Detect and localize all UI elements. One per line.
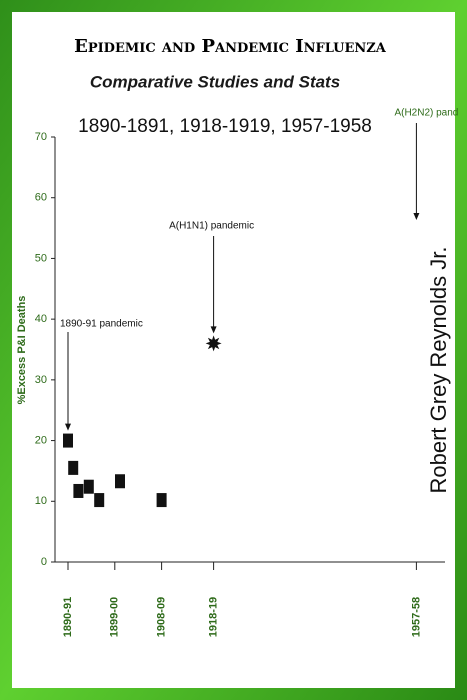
annotation-arrow-head bbox=[65, 423, 71, 431]
period: 1890-1891, 1918-1919, 1957-1958 bbox=[78, 116, 372, 137]
annotation: A(H1N1) pandemic bbox=[169, 221, 254, 232]
subtitle: Comparative Studies and Stats bbox=[90, 72, 340, 91]
annotation-arrow-head bbox=[210, 326, 217, 334]
annotation: 1890-91 pandemic bbox=[60, 319, 143, 330]
y-tick-label: 70 bbox=[35, 131, 47, 143]
y-tick-label: 30 bbox=[35, 374, 47, 386]
data-point bbox=[63, 433, 73, 448]
y-tick-label: 60 bbox=[35, 192, 47, 204]
data-point bbox=[115, 474, 125, 489]
data-point bbox=[68, 460, 79, 475]
x-tick-label: 1899-00 bbox=[109, 597, 121, 637]
y-tick-label: 10 bbox=[35, 495, 47, 507]
x-tick-label: 1957-58 bbox=[410, 597, 422, 637]
x-tick-label: 1890-91 bbox=[62, 597, 74, 637]
data-point bbox=[156, 493, 167, 508]
data-point bbox=[205, 335, 222, 352]
y-tick-label: 0 bbox=[41, 556, 47, 568]
data-point bbox=[83, 479, 94, 494]
x-tick-label: 1908-09 bbox=[156, 597, 168, 637]
y-tick-label: 50 bbox=[35, 252, 47, 264]
y-tick-label: 40 bbox=[35, 313, 47, 325]
title: Epidemic and Pandemic Influenza bbox=[74, 36, 387, 57]
page-area bbox=[12, 12, 455, 688]
x-tick-label: 1918-19 bbox=[208, 597, 220, 637]
data-point bbox=[73, 483, 84, 498]
y-axis-label: %Excess P&I Deaths bbox=[16, 296, 28, 405]
y-tick-label: 20 bbox=[35, 434, 47, 446]
annotation: A(H2N2) pand bbox=[394, 108, 458, 119]
annotation-arrow-head bbox=[413, 213, 420, 220]
data-point bbox=[94, 493, 105, 508]
author: Robert Grey Reynolds Jr. bbox=[426, 247, 451, 494]
